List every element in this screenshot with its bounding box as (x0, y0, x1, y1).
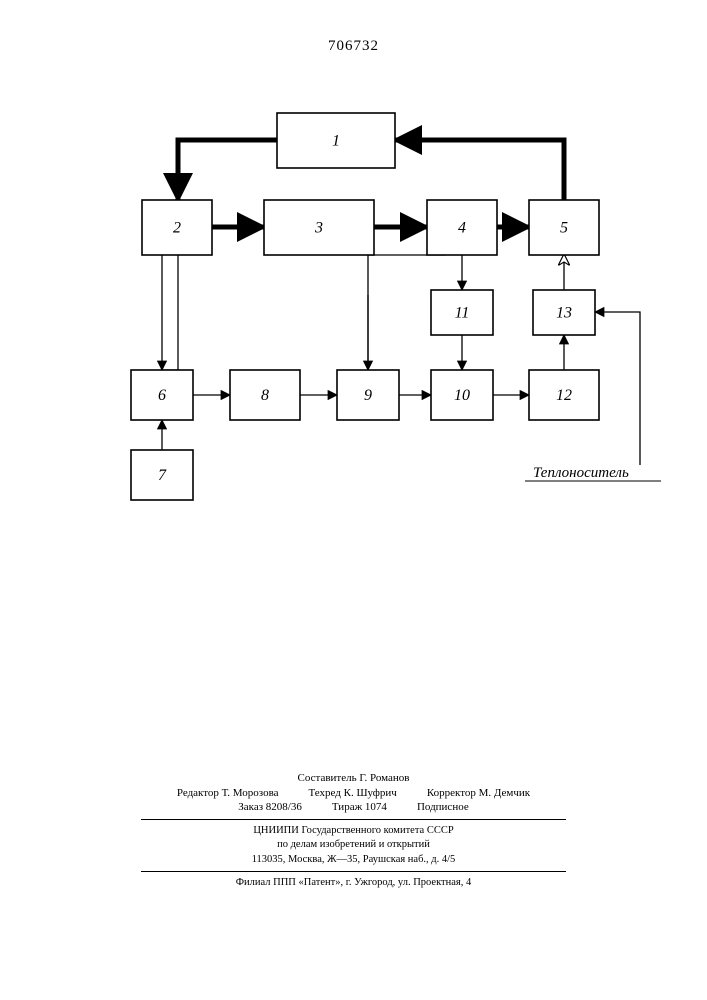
techred-line: Техред К. Шуфрич (309, 786, 397, 801)
block-label-8: 8 (261, 387, 269, 404)
block-label-3: 3 (314, 220, 323, 237)
org-line-2: по делам изобретений и открытий (0, 838, 707, 852)
editor-line: Редактор Т. Морозова (177, 786, 279, 801)
subscription-line: Подписное (417, 800, 469, 815)
addr-line-1: 113035, Москва, Ж—35, Раушская наб., д. … (0, 853, 707, 867)
footer-block: Составитель Г. Романов Редактор Т. Мороз… (0, 771, 707, 890)
block-label-12: 12 (556, 387, 572, 404)
flow-edge-thick (178, 140, 277, 200)
block-label-10: 10 (454, 387, 470, 404)
block-label-9: 9 (364, 387, 372, 404)
corrector-line: Корректор М. Демчик (427, 786, 530, 801)
tirazh-line: Тираж 1074 (332, 800, 387, 815)
block-label-1: 1 (332, 133, 340, 150)
order-line: Заказ 8208/36 (238, 800, 302, 815)
block-label-5: 5 (560, 220, 568, 237)
flow-edge-thin (162, 255, 178, 370)
block-diagram: 12345111368910127Теплоноситель (0, 0, 707, 620)
block-label-13: 13 (556, 305, 572, 322)
flow-edge-thick (395, 140, 564, 200)
coolant-label: Теплоноситель (533, 465, 629, 481)
addr-line-2: Филиал ППП «Патент», г. Ужгород, ул. Про… (0, 876, 707, 890)
block-label-6: 6 (158, 387, 166, 404)
compiler-line: Составитель Г. Романов (0, 771, 707, 786)
block-label-2: 2 (173, 220, 181, 237)
block-label-7: 7 (158, 467, 167, 484)
flow-edge-thin (595, 312, 640, 465)
org-line-1: ЦНИИПИ Государственного комитета СССР (0, 824, 707, 838)
block-label-4: 4 (458, 220, 466, 237)
block-label-11: 11 (455, 305, 470, 322)
